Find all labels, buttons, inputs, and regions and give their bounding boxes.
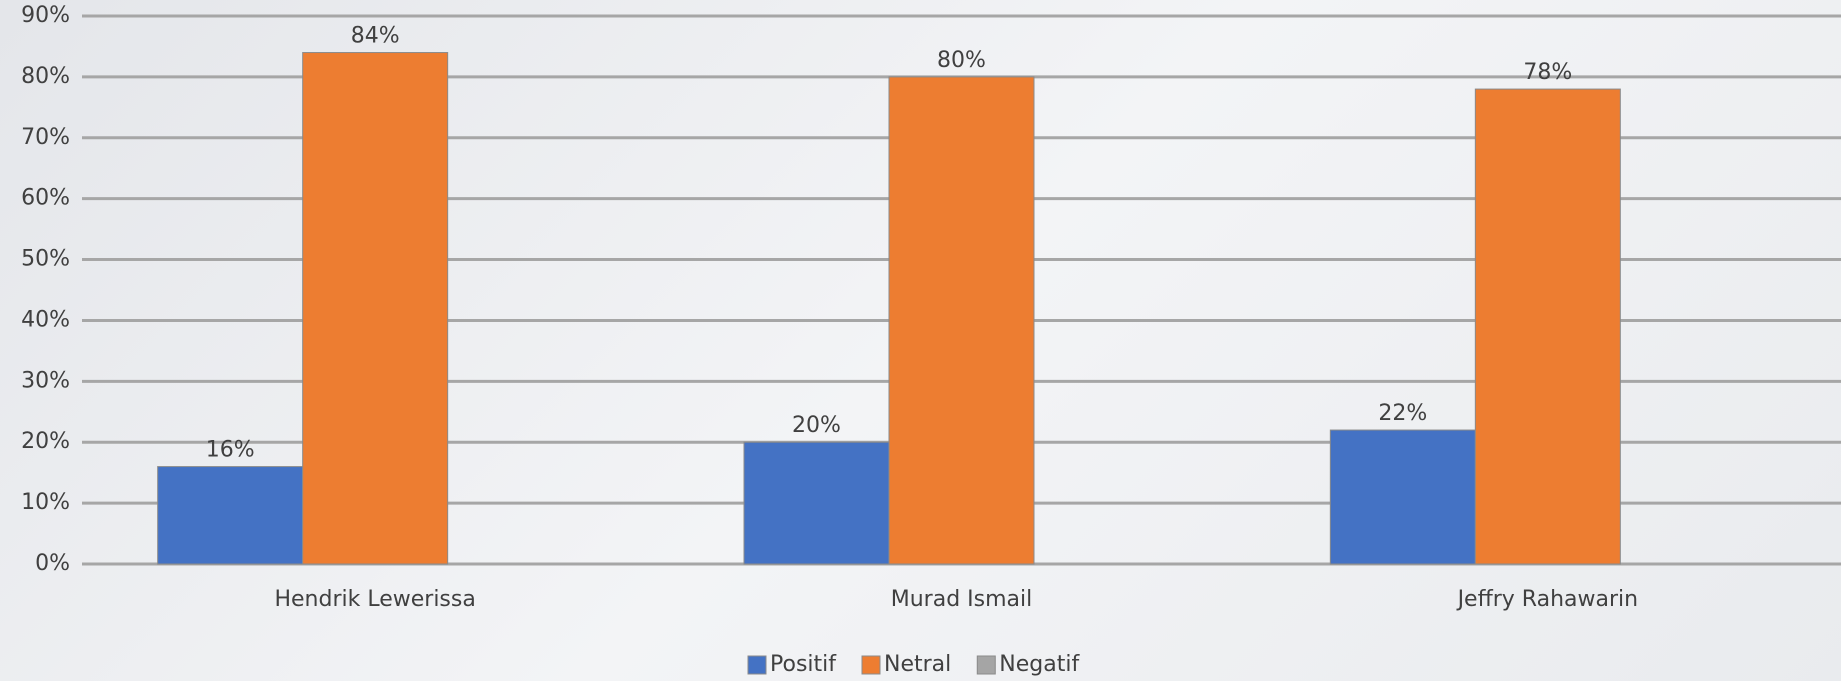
legend-swatch — [747, 655, 767, 675]
bar — [743, 441, 890, 565]
y-tick-label: 90% — [21, 3, 70, 28]
data-label: 16% — [206, 438, 255, 463]
legend-label: Netral — [884, 652, 951, 677]
bar — [888, 76, 1035, 565]
data-label: 80% — [937, 48, 986, 73]
data-label: 20% — [792, 413, 841, 438]
y-tick-label: 30% — [21, 368, 70, 393]
legend-label: Positif — [770, 652, 837, 677]
y-tick-label: 0% — [35, 551, 70, 576]
data-label: 22% — [1378, 401, 1427, 426]
x-tick-label: Hendrik Lewerissa — [274, 587, 475, 612]
legend-label: Negatif — [999, 652, 1080, 677]
y-tick-label: 40% — [21, 307, 70, 332]
bar — [302, 52, 449, 565]
bar — [157, 466, 304, 565]
y-tick-label: 10% — [21, 490, 70, 515]
y-tick-label: 80% — [21, 64, 70, 89]
x-tick-label: Jeffry Rahawarin — [1456, 587, 1639, 612]
data-label: 78% — [1523, 60, 1572, 85]
bar — [1474, 88, 1621, 565]
y-tick-label: 20% — [21, 429, 70, 454]
bar — [1329, 429, 1476, 565]
legend-swatch — [861, 655, 881, 675]
legend-swatch — [976, 655, 996, 675]
y-tick-label: 60% — [21, 186, 70, 211]
y-tick-label: 70% — [21, 125, 70, 150]
data-label: 84% — [351, 24, 400, 49]
x-tick-label: Murad Ismail — [891, 587, 1033, 612]
y-tick-label: 50% — [21, 247, 70, 272]
